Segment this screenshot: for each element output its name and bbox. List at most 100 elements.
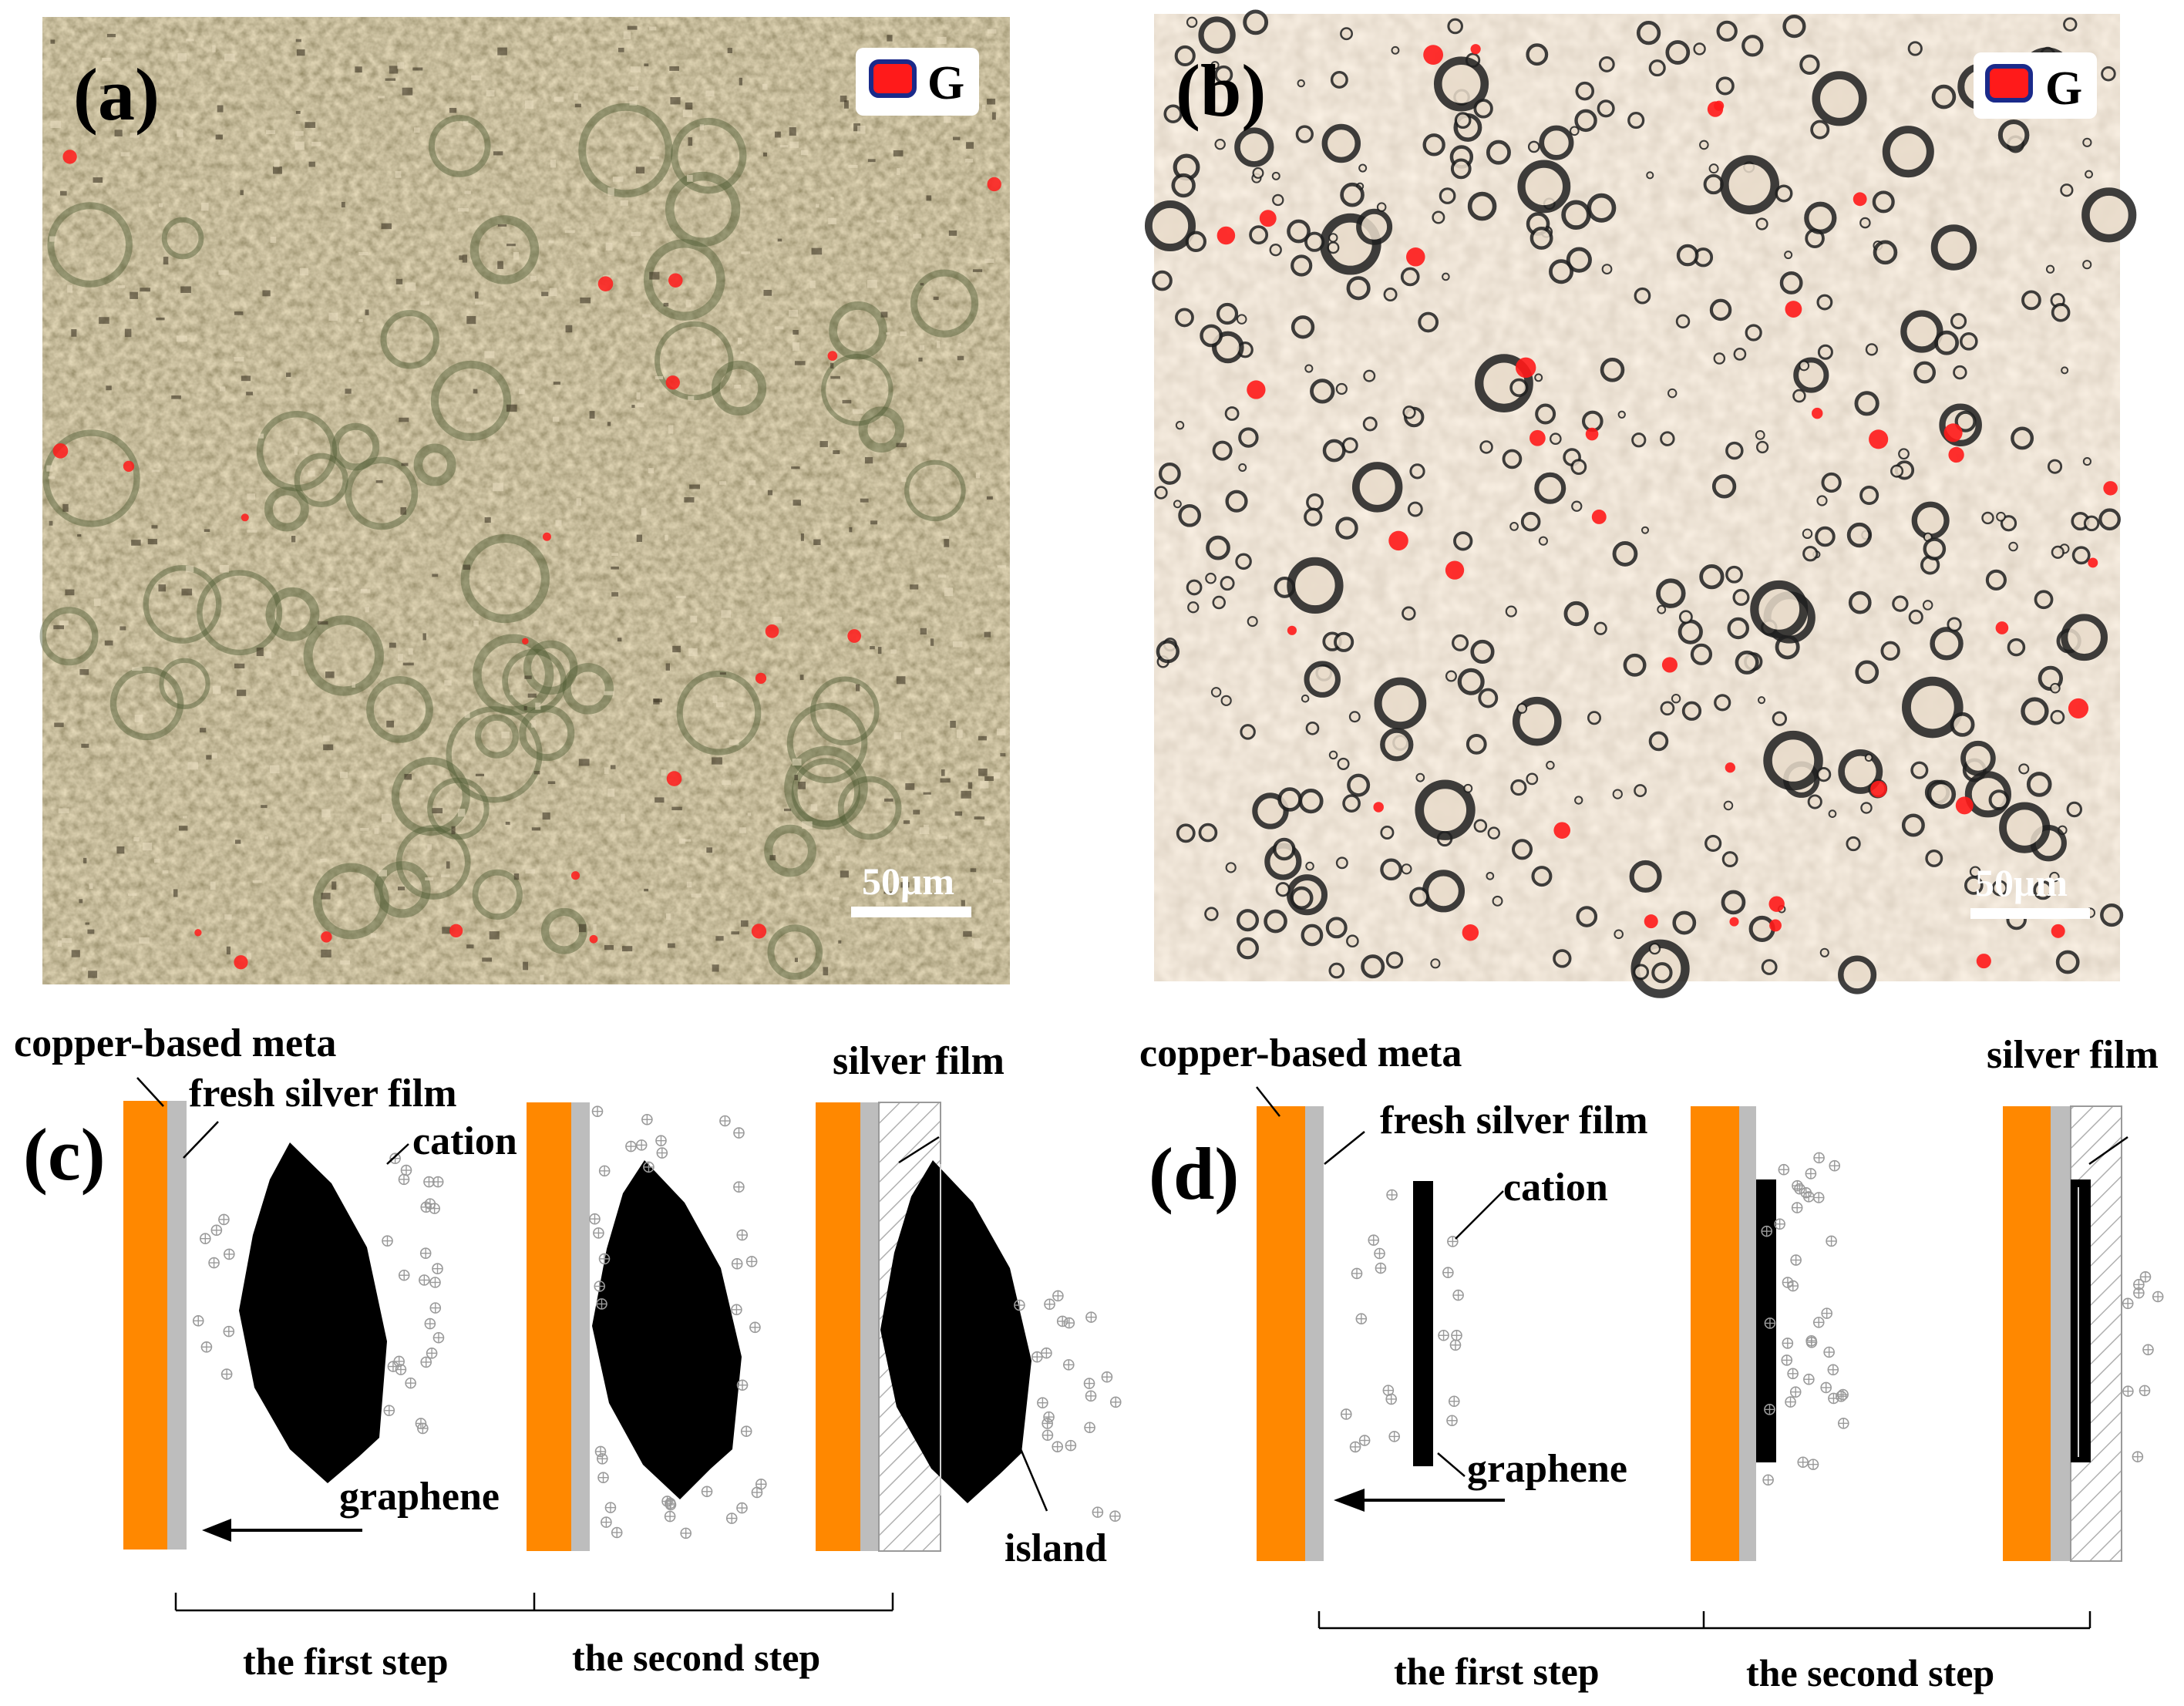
texture-crystal [970, 868, 977, 873]
texture-crystal [323, 735, 330, 742]
texture-crystal [178, 826, 188, 831]
texture-bubble [1750, 580, 1809, 638]
texture-crystal [748, 480, 756, 486]
texture-crystal [762, 152, 767, 156]
texture-ring [837, 776, 902, 840]
texture-bubble [1272, 193, 1284, 207]
texture-crystal [993, 772, 1001, 779]
texture-bubble [1225, 490, 1248, 513]
texture-crystal [294, 141, 305, 150]
texture-crystal [441, 874, 450, 877]
texture-crystal [712, 757, 722, 765]
texture-bubble [1439, 187, 1456, 204]
texture-bubble [2061, 366, 2069, 375]
step-label-first-d: the first step [1394, 1650, 1600, 1693]
texture-bubble [1247, 616, 1258, 628]
texture-bubble [1430, 958, 1441, 969]
texture-ring [413, 443, 456, 486]
texture-bubble [1486, 871, 1495, 880]
texture-crystal [887, 35, 893, 42]
texture-bubble [2082, 137, 2092, 147]
texture-crystal [975, 473, 981, 479]
texture-crystal [541, 291, 549, 297]
texture-ring [460, 533, 550, 624]
texture-crystal [264, 651, 272, 659]
texture-bubble [1340, 27, 1353, 41]
texture-crystal [913, 809, 920, 815]
texture-crystal [631, 231, 641, 237]
cation-symbol [224, 1248, 235, 1260]
graphene-marker [1707, 101, 1724, 117]
texture-crystal [133, 836, 140, 842]
texture-crystal [777, 238, 782, 242]
texture-crystal [132, 667, 143, 671]
texture-bubble [1838, 749, 1883, 794]
texture-crystal [880, 311, 888, 318]
texture-crystal [604, 767, 609, 774]
texture-crystal [649, 271, 660, 280]
texture-crystal [783, 808, 792, 812]
texture-crystal [218, 270, 229, 275]
cation-symbol [1451, 1329, 1462, 1341]
graphene-marker [1853, 192, 1867, 207]
texture-crystal [830, 362, 834, 368]
graphene-marker [194, 929, 202, 937]
texture-crystal [944, 116, 951, 123]
texture-crystal [53, 625, 64, 630]
micrograph-a [42, 17, 1010, 984]
step-bracket [174, 1593, 894, 1612]
cation-symbol [1778, 1163, 1790, 1176]
texture-bubble [1409, 887, 1430, 907]
texture-crystal [890, 649, 897, 654]
texture-crystal [913, 234, 922, 239]
graphene-marker [1729, 917, 1739, 927]
texture-bubble [1335, 382, 1348, 395]
cation-symbol [223, 1325, 235, 1338]
texture-bubble [1981, 511, 1994, 525]
label-silver-film-d: silver film [1987, 1033, 2159, 1077]
texture-bubble [1864, 753, 1873, 762]
cation-symbol [719, 1115, 731, 1127]
cation-symbol [429, 1277, 441, 1288]
texture-bubble [1511, 839, 1533, 860]
cation-symbol [208, 1257, 220, 1269]
texture-bubble [1346, 934, 1359, 948]
texture-crystal [358, 251, 368, 256]
texture-crystal [849, 527, 853, 533]
texture-bubble [1960, 740, 1996, 776]
texture-crystal [798, 781, 806, 789]
texture-crystal [978, 768, 988, 776]
copper-layer [123, 1101, 167, 1550]
texture-bubble [1817, 344, 1833, 360]
cation-symbol [701, 1486, 713, 1498]
texture-ring [430, 360, 512, 442]
texture-bubble [1334, 631, 1354, 652]
scale-bar-a [851, 907, 971, 917]
texture-bubble [1816, 294, 1833, 311]
texture-ring [904, 459, 966, 522]
texture-bubble [1198, 16, 1236, 54]
texture-crystal [459, 255, 463, 261]
texture-crystal [905, 783, 915, 790]
texture-bubble [1531, 866, 1553, 887]
label-copper-d: copper-based meta [1139, 1031, 1462, 1075]
texture-crystal [489, 931, 500, 940]
texture-ring [858, 406, 905, 453]
texture-bubble [1330, 70, 1348, 89]
cation-symbol [1805, 1337, 1818, 1348]
texture-ring [159, 658, 210, 709]
texture-crystal [986, 496, 993, 500]
texture-bubble [1291, 315, 1315, 339]
texture-bubble [1713, 352, 1726, 365]
texture-crystal [737, 337, 742, 345]
texture-bubble [1152, 270, 1173, 291]
texture-bubble [1187, 601, 1200, 614]
texture-bubble [1675, 314, 1691, 329]
texture-bubble [1340, 182, 1365, 207]
legend-swatch-a [869, 59, 917, 98]
cation-symbol [1042, 1429, 1054, 1442]
texture-crystal [549, 288, 557, 297]
graphene-marker [1462, 924, 1479, 941]
texture-ring [472, 869, 523, 920]
texture-ring [42, 429, 140, 527]
